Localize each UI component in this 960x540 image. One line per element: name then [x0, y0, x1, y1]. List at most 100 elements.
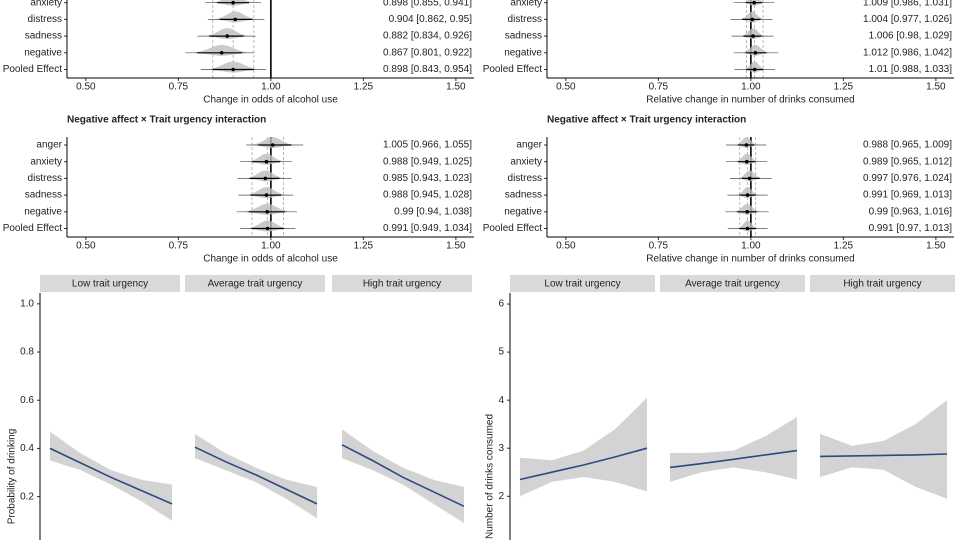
point: [264, 193, 269, 197]
point: [219, 51, 224, 55]
y-tick-label: distress: [28, 173, 62, 184]
point: [753, 51, 758, 55]
fit-line: [194, 446, 318, 505]
value-label: 0.988 [0.965, 1.009]: [863, 140, 952, 151]
y-tick-label: 0.2: [20, 491, 34, 502]
fit-line: [669, 449, 798, 469]
y-tick-label: 5: [498, 347, 504, 358]
x-tick-label: 0.75: [169, 82, 189, 93]
y-tick-label: distress: [28, 14, 62, 25]
confidence-ribbon: [50, 431, 172, 521]
y-tick-label: distress: [508, 14, 542, 25]
point: [270, 143, 275, 147]
panel-title: Negative affect × Trait urgency interact…: [67, 115, 266, 126]
y-tick-label: sadness: [505, 190, 542, 201]
value-label: 0.898 [0.855, 0.941]: [383, 0, 472, 8]
x-tick-label: 1.00: [741, 82, 761, 93]
facet-title: High trait urgency: [843, 279, 921, 290]
point: [752, 0, 756, 5]
y-tick-label: anxiety: [30, 156, 62, 167]
x-tick-label: 0.75: [169, 241, 189, 252]
y-tick-label: 6: [498, 299, 504, 310]
facet-strip: [810, 275, 955, 292]
x-tick-label: 0.50: [556, 82, 576, 93]
y-tick-label: 4: [498, 395, 504, 406]
value-label: 0.882 [0.834, 0.926]: [383, 31, 472, 42]
y-tick-label: negative: [24, 206, 62, 217]
facet-title: Average trait urgency: [685, 279, 780, 290]
point: [745, 226, 750, 231]
y-tick-label: Pooled Effect: [483, 64, 543, 75]
x-tick-label: 1.25: [354, 241, 374, 252]
value-label: 1.012 [0.986, 1.042]: [863, 47, 952, 58]
point: [225, 34, 230, 38]
y-tick-label: 3: [498, 443, 504, 454]
value-label: 0.991 [0.949, 1.034]: [383, 223, 472, 234]
x-tick-label: 1.50: [446, 241, 466, 252]
y-tick-label: 2: [498, 491, 504, 502]
y-tick-label: sadness: [505, 31, 542, 42]
facet-title: Average trait urgency: [208, 279, 303, 290]
value-label: 0.989 [0.965, 1.012]: [863, 156, 952, 167]
facet-strip: [660, 275, 805, 292]
point: [752, 67, 757, 72]
fit-line: [49, 447, 173, 505]
value-label: 1.005 [0.966, 1.055]: [383, 140, 472, 151]
point: [265, 210, 269, 214]
value-label: 1.006 [0.98, 1.029]: [869, 31, 953, 42]
point: [745, 193, 750, 197]
y-tick-label: anger: [36, 140, 62, 151]
x-tick-label: 0.75: [649, 241, 669, 252]
value-label: 0.988 [0.949, 1.025]: [383, 156, 472, 167]
x-tick-label: 1.25: [834, 241, 854, 252]
value-label: 0.99 [0.94, 1.038]: [394, 206, 472, 217]
y-axis-label: Probability of drinking: [7, 429, 18, 525]
y-axis-label: Number of drinks consumed: [485, 414, 496, 539]
y-tick-label: Pooled Effect: [3, 223, 63, 234]
x-tick-label: 1.50: [926, 82, 946, 93]
facet-title: Low trait urgency: [72, 279, 148, 290]
y-tick-label: sadness: [25, 190, 62, 201]
value-label: 1.01 [0.988, 1.033]: [869, 64, 953, 75]
y-tick-label: anxiety: [30, 0, 62, 8]
value-label: 1.004 [0.977, 1.026]: [863, 14, 952, 25]
y-tick-label: sadness: [25, 31, 62, 42]
confidence-ribbon: [670, 417, 797, 482]
x-tick-label: 1.25: [834, 82, 854, 93]
y-tick-label: Pooled Effect: [483, 223, 543, 234]
value-label: 0.997 [0.976, 1.024]: [863, 173, 952, 184]
x-tick-label: 1.25: [354, 82, 374, 93]
value-label: 0.99 [0.963, 1.016]: [869, 206, 953, 217]
y-tick-label: negative: [504, 47, 542, 58]
facet-strip: [510, 275, 655, 292]
x-axis-label: Change in odds of alcohol use: [203, 254, 338, 265]
value-label: 0.985 [0.943, 1.023]: [383, 173, 472, 184]
value-label: 0.898 [0.843, 0.954]: [383, 64, 472, 75]
point: [264, 159, 269, 164]
point: [744, 143, 749, 147]
value-label: 0.991 [0.97, 1.013]: [869, 223, 953, 234]
value-label: 0.904 [0.862, 0.95]: [389, 14, 473, 25]
point: [265, 226, 270, 231]
y-tick-label: 0.4: [20, 443, 34, 454]
point: [751, 34, 755, 38]
x-tick-label: 1.50: [926, 241, 946, 252]
point: [745, 210, 749, 214]
value-label: 0.867 [0.801, 0.922]: [383, 47, 472, 58]
x-tick-label: 1.00: [261, 82, 281, 93]
y-tick-label: 1.0: [20, 298, 34, 309]
confidence-ribbon: [820, 400, 947, 499]
confidence-ribbon: [195, 434, 317, 519]
confidence-ribbon: [342, 429, 464, 524]
facet-strip: [332, 275, 472, 292]
y-tick-label: anger: [516, 140, 542, 151]
y-tick-label: 0.8: [20, 347, 34, 358]
y-tick-label: Pooled Effect: [3, 64, 63, 75]
y-tick-label: negative: [504, 206, 542, 217]
y-tick-label: distress: [508, 173, 542, 184]
y-tick-label: anxiety: [510, 0, 542, 8]
x-axis-label: Change in odds of alcohol use: [203, 95, 338, 106]
fit-line: [819, 453, 948, 458]
x-tick-label: 0.50: [76, 241, 96, 252]
